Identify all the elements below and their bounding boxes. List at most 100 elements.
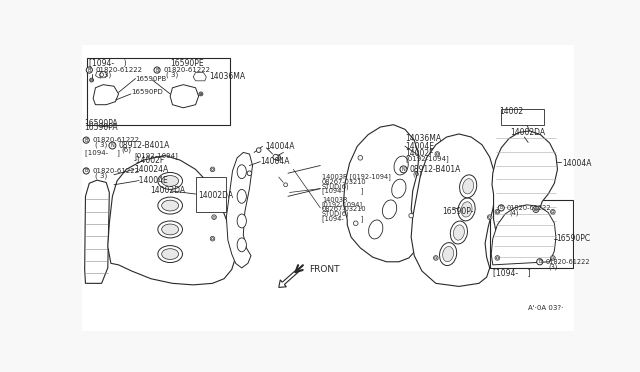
- Text: 16590PD: 16590PD: [131, 89, 163, 95]
- Circle shape: [257, 148, 261, 153]
- Text: 08267-03210: 08267-03210: [322, 179, 367, 185]
- Text: B: B: [88, 68, 91, 73]
- Text: 16590PA: 16590PA: [84, 119, 118, 128]
- Text: 08267-03210: 08267-03210: [322, 206, 367, 212]
- Circle shape: [210, 236, 215, 241]
- Text: 14004A: 14004A: [260, 157, 290, 166]
- Ellipse shape: [237, 238, 246, 252]
- Text: 14003R: 14003R: [322, 197, 348, 203]
- Ellipse shape: [443, 246, 454, 262]
- Text: 14002DA: 14002DA: [198, 191, 233, 200]
- Text: 14004E: 14004E: [405, 142, 434, 151]
- Text: [0192-1094]: [0192-1094]: [405, 155, 449, 162]
- Circle shape: [211, 238, 214, 240]
- Text: 14002DA: 14002DA: [509, 128, 545, 137]
- Circle shape: [212, 215, 216, 219]
- Ellipse shape: [394, 156, 408, 175]
- Text: 16590PA: 16590PA: [84, 122, 118, 132]
- Circle shape: [83, 137, 90, 143]
- Text: ( 3): ( 3): [99, 71, 111, 78]
- Circle shape: [199, 92, 203, 96]
- Text: 16590P-: 16590P-: [442, 207, 474, 216]
- Circle shape: [358, 155, 363, 160]
- Text: ( 3): ( 3): [166, 71, 179, 78]
- Polygon shape: [344, 125, 419, 262]
- Circle shape: [550, 256, 555, 260]
- Text: -14002F: -14002F: [134, 155, 165, 165]
- Circle shape: [400, 166, 407, 173]
- Text: 14002F: 14002F: [405, 150, 433, 158]
- Text: 08912-B401A: 08912-B401A: [410, 165, 461, 174]
- Circle shape: [247, 171, 252, 176]
- Ellipse shape: [369, 220, 383, 239]
- Text: (6): (6): [122, 147, 132, 153]
- Circle shape: [496, 211, 499, 213]
- Circle shape: [273, 154, 278, 160]
- Circle shape: [552, 257, 554, 259]
- Polygon shape: [492, 131, 557, 250]
- Circle shape: [495, 209, 500, 214]
- Ellipse shape: [237, 189, 246, 203]
- Circle shape: [154, 67, 160, 73]
- Ellipse shape: [162, 249, 179, 260]
- Text: ( 3): ( 3): [95, 141, 108, 148]
- Text: B: B: [500, 205, 503, 211]
- Ellipse shape: [463, 179, 474, 194]
- Ellipse shape: [383, 200, 397, 219]
- Text: 140024A: 140024A: [134, 165, 168, 174]
- Text: 01820-61222: 01820-61222: [507, 205, 551, 211]
- Circle shape: [90, 78, 93, 82]
- Text: 08912-B401A: 08912-B401A: [118, 141, 170, 150]
- Polygon shape: [93, 85, 118, 105]
- Bar: [196, 177, 227, 212]
- Circle shape: [200, 93, 202, 95]
- Circle shape: [550, 209, 555, 214]
- Ellipse shape: [458, 198, 475, 221]
- Circle shape: [213, 216, 215, 218]
- Circle shape: [533, 206, 539, 212]
- Circle shape: [353, 221, 358, 225]
- Text: (4): (4): [509, 209, 519, 216]
- Circle shape: [496, 257, 499, 259]
- Ellipse shape: [392, 179, 406, 198]
- Polygon shape: [227, 153, 253, 268]
- Bar: [501, 109, 543, 125]
- Text: B: B: [156, 68, 159, 73]
- Ellipse shape: [158, 221, 182, 238]
- Text: STUD(6): STUD(6): [322, 211, 349, 217]
- Text: [1094-    ]: [1094- ]: [493, 268, 531, 277]
- Circle shape: [435, 257, 437, 259]
- Text: 14003R [0192-1094]: 14003R [0192-1094]: [322, 174, 390, 180]
- Text: 16590PB: 16590PB: [136, 76, 167, 81]
- Text: N: N: [111, 143, 115, 148]
- Text: 01820-61222: 01820-61222: [92, 168, 140, 174]
- Circle shape: [210, 167, 215, 172]
- Ellipse shape: [460, 175, 477, 198]
- Text: [0192-1094]: [0192-1094]: [322, 201, 363, 208]
- Circle shape: [488, 215, 492, 219]
- Ellipse shape: [451, 221, 467, 244]
- Circle shape: [276, 157, 279, 159]
- Text: [0192-1094]: [0192-1094]: [134, 152, 178, 159]
- Circle shape: [433, 256, 438, 260]
- Circle shape: [86, 67, 92, 73]
- Polygon shape: [170, 85, 198, 108]
- Circle shape: [537, 259, 543, 265]
- Text: [1094-    ): [1094- ): [90, 59, 127, 68]
- Text: 16590PC: 16590PC: [557, 234, 591, 243]
- Circle shape: [100, 73, 104, 77]
- Ellipse shape: [158, 246, 182, 263]
- Text: -14004E: -14004E: [137, 176, 169, 185]
- Circle shape: [109, 142, 116, 149]
- Circle shape: [495, 256, 500, 260]
- Circle shape: [83, 168, 90, 174]
- Text: (3): (3): [548, 263, 557, 270]
- Ellipse shape: [162, 224, 179, 235]
- Ellipse shape: [158, 197, 182, 214]
- Ellipse shape: [158, 173, 182, 189]
- Text: 14004A: 14004A: [562, 159, 591, 168]
- Circle shape: [534, 208, 538, 211]
- Text: 01820-61222: 01820-61222: [163, 67, 210, 73]
- Polygon shape: [492, 205, 556, 265]
- Text: 16590PE: 16590PE: [170, 59, 204, 68]
